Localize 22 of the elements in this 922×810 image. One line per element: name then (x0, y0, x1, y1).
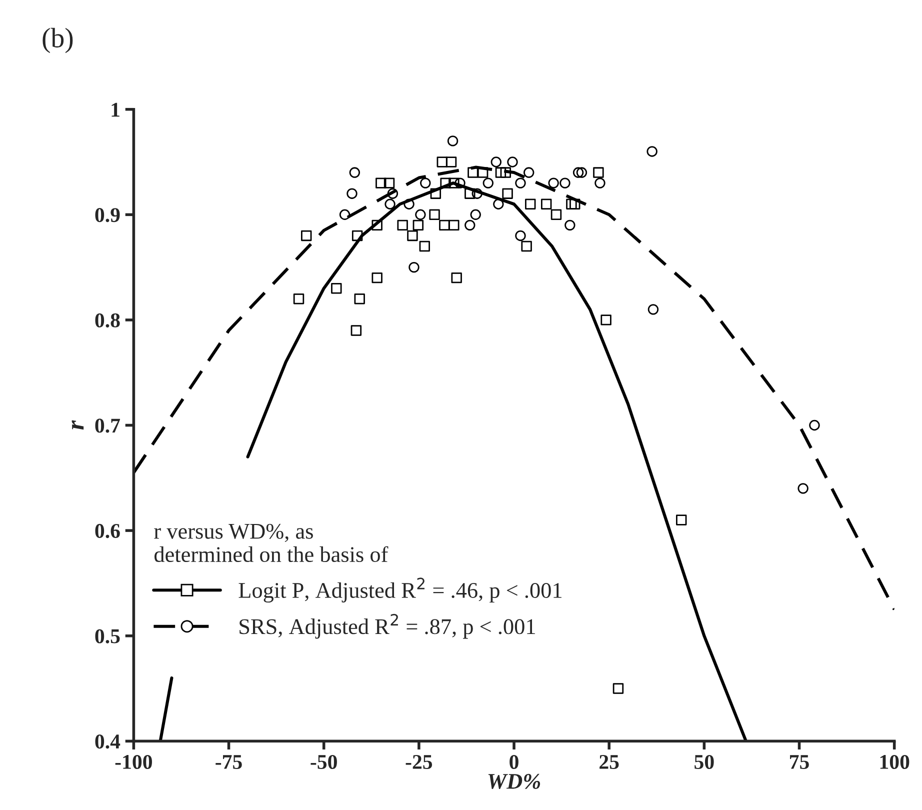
legend-label: Logit P, Adjusted R$^{2}$ = .46, p < .001 (238, 578, 562, 603)
x-tick-label: -25 (406, 755, 432, 770)
y-tick-label: 0.4 (95, 734, 120, 749)
x-tick-label: 50 (694, 754, 714, 770)
text: (b) (42, 28, 73, 54)
y-tick-label: 0.7 (95, 418, 120, 433)
y-tick-label: 0.9 (95, 208, 120, 222)
x-tick-label: -100 (115, 754, 152, 770)
x-tick-label: -50 (310, 754, 337, 770)
y-tick-label: 0.8 (95, 313, 120, 328)
y-axis-title: r (72, 420, 84, 430)
legend-label: SRS, Adjusted R$^{2}$ = .87, p < .001 (240, 614, 535, 639)
x-tick-label: 75 (790, 755, 809, 770)
x-tick-label: 0 (510, 754, 518, 770)
x-tick-label: -75 (216, 755, 242, 770)
x-tick-label: 100 (880, 754, 910, 770)
x-tick-label: 25 (600, 755, 619, 770)
y-tick-label: 0.6 (95, 524, 120, 538)
x-axis-title: WD% (488, 774, 540, 789)
legend-title: r versus WD%, as determined on the basis of (154, 524, 388, 562)
y-tick-label: 1 (112, 102, 120, 117)
y-tick-label: 0.5 (95, 629, 120, 644)
